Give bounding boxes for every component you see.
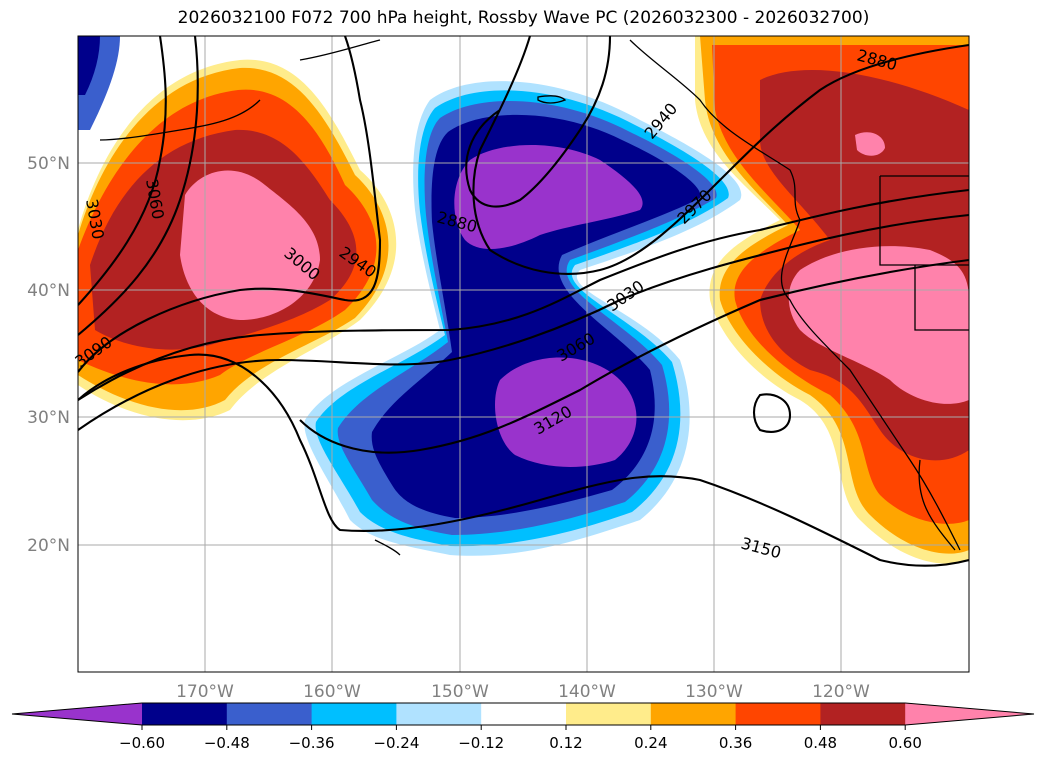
colorbar-swatch — [566, 703, 652, 725]
positive-anomaly-west-l5 — [180, 170, 320, 320]
lon-label: 160°W — [303, 682, 361, 702]
colorbar-swatch — [311, 703, 397, 725]
colorbar-tick-label: −0.36 — [289, 734, 335, 752]
colorbar-swatch — [396, 703, 482, 725]
colorbar-swatch — [650, 703, 737, 725]
coastlines — [99, 39, 969, 556]
lat-labels: 50°N 40°N 30°N 20°N — [27, 154, 70, 556]
colorbar-tick-label: 0.12 — [549, 734, 582, 752]
lat-label: 30°N — [27, 408, 70, 428]
lon-label: 140°W — [558, 682, 616, 702]
lat-label: 50°N — [27, 154, 70, 174]
colorbar-swatch — [142, 703, 228, 725]
colorbar-swatch — [735, 703, 821, 725]
colorbar-tick-label: −0.12 — [458, 734, 504, 752]
height-contours — [78, 36, 969, 567]
colorbar-tick-label: −0.60 — [119, 734, 165, 752]
lon-label: 130°W — [685, 682, 743, 702]
colorbar-swatch — [820, 703, 906, 725]
colorbar-swatch — [481, 703, 567, 725]
colorbar-extend-low — [12, 703, 142, 725]
colorbar-extend-high — [905, 703, 1034, 725]
negative-anomaly-central-l5a — [454, 145, 643, 250]
positive-anomaly-east-l5 — [788, 246, 969, 404]
map-title: 2026032100 F072 700 hPa height, Rossby W… — [177, 8, 870, 28]
colorbar-tick-label: 0.48 — [804, 734, 837, 752]
negative-anomaly-nw-l2 — [78, 36, 100, 95]
lon-label: 120°W — [812, 682, 870, 702]
colorbar: −0.60 −0.48 −0.36 −0.24 −0.12 0.12 0.24 0.36 0.4… — [11, 702, 1035, 752]
colorbar-swatch — [226, 703, 313, 725]
colorbar-tick-label: −0.48 — [204, 734, 250, 752]
lon-label: 170°W — [176, 682, 234, 702]
negative-anomaly-central-l5b — [495, 357, 637, 467]
colorbar-tick-label: 0.60 — [888, 734, 921, 752]
anomaly-shading — [78, 36, 969, 564]
lon-labels: 170°W 160°W 150°W 140°W 130°W 120°W — [176, 682, 870, 702]
colorbar-tick-label: 0.24 — [634, 734, 667, 752]
colorbar-tick-label: −0.24 — [373, 734, 419, 752]
lat-label: 40°N — [27, 281, 70, 301]
map-frame — [77, 35, 970, 673]
lon-label: 150°W — [431, 682, 489, 702]
colorbar-tick-label: 0.36 — [719, 734, 752, 752]
positive-anomaly-east-l5b — [855, 132, 885, 156]
lat-label: 20°N — [27, 536, 70, 556]
